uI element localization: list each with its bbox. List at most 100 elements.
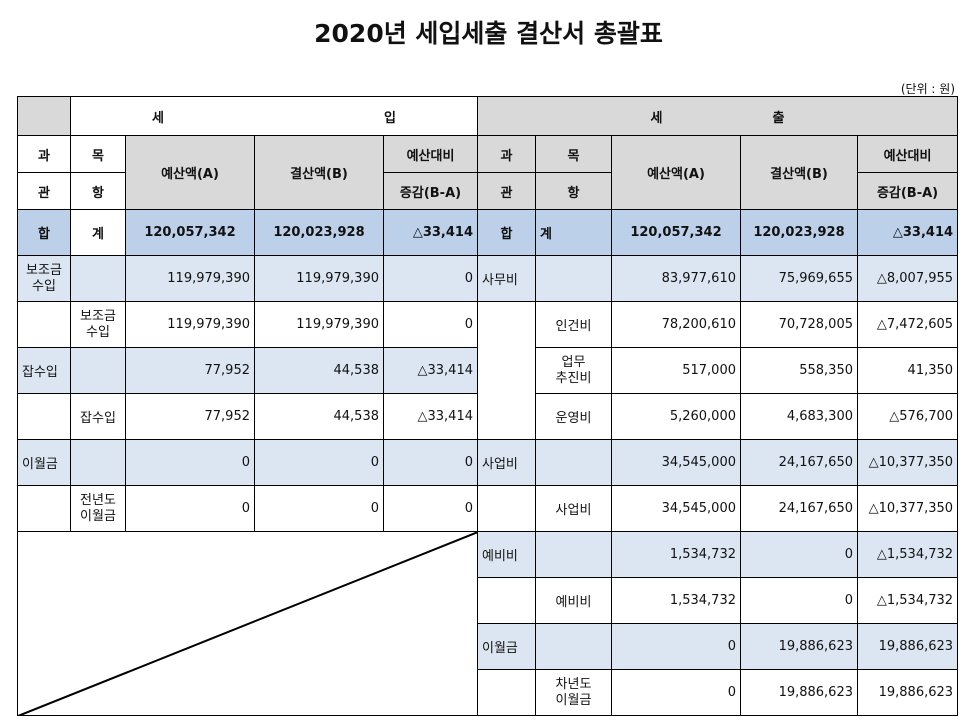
revenue-row-hang [70,347,126,394]
expenditure-row-budget: 78,200,610 [611,301,741,348]
expenditure-col-settle: 결산액(B) [740,135,858,210]
revenue-row-hang [70,439,126,486]
revenue-col-budget: 예산액(A) [125,135,255,210]
revenue-header-char2: 입 [384,110,396,126]
revenue-row-diff: 0 [383,301,478,348]
expenditure-col-gwan: 관 [477,172,536,210]
revenue-row-settle: 44,538 [254,347,384,394]
expenditure-row-gwan: 이월금 [477,623,536,670]
expenditure-row-gwan [477,301,536,440]
revenue-row-hang: 전년도 이월금 [70,485,126,532]
revenue-row-diff: 0 [383,439,478,486]
expenditure-row-hang: 인건비 [535,301,612,348]
expenditure-row-hang: 운영비 [535,393,612,440]
revenue-empty-diagonal [17,531,478,716]
expenditure-row-hang: 사업비 [535,485,612,532]
expenditure-row-gwan: 사업비 [477,439,536,486]
revenue-row-diff: 0 [383,255,478,302]
expenditure-row-settle: 4,683,300 [740,393,858,440]
revenue-total-budget: 120,057,342 [125,209,255,256]
expenditure-row-settle: 0 [740,531,858,578]
revenue-row-budget: 119,979,390 [125,255,255,302]
revenue-row-diff: 0 [383,485,478,532]
expenditure-col-mok: 목 [535,135,612,173]
expenditure-row-settle: 0 [740,577,858,624]
expenditure-total-gwan: 합 [477,209,536,256]
expenditure-row-budget: 0 [611,669,741,716]
expenditure-row-diff: 41,350 [856,347,959,394]
revenue-col-mok: 목 [70,135,126,173]
diagonal-line [19,532,477,715]
page-title: 2020년 세입세출 결산서 총괄표 [314,19,663,48]
revenue-col-settle: 결산액(B) [254,135,384,210]
expenditure-row-budget: 83,977,610 [611,255,741,302]
revenue-row-diff: △33,414 [383,393,478,440]
revenue-row-budget: 77,952 [125,347,255,394]
expenditure-row-diff: △1,534,732 [856,577,959,624]
revenue-col-gwa: 과 [17,135,71,173]
expenditure-row-hang [535,531,612,578]
expenditure-header-char1: 세 [650,110,663,126]
expenditure-row-budget: 5,260,000 [611,393,741,440]
revenue-row-gwan [17,393,71,440]
unit-label: (단위 : 원) [900,82,955,96]
revenue-row-hang: 보조금 수입 [70,301,126,348]
expenditure-row-hang [535,439,612,486]
expenditure-row-budget: 1,534,732 [611,531,741,578]
expenditure-total-diff: △33,414 [856,209,959,256]
expenditure-row-diff: △8,007,955 [856,255,959,302]
revenue-col-diff-top: 예산대비 [383,135,478,173]
revenue-col-hang: 항 [70,172,126,210]
expenditure-total-settle: 120,023,928 [740,209,858,256]
revenue-row-gwan [17,485,71,532]
revenue-row-settle: 0 [254,485,384,532]
revenue-row-gwan [17,301,71,348]
expenditure-row-hang [535,623,612,670]
revenue-col-diff-bottom: 증감(B-A) [383,172,478,210]
expenditure-total-budget: 120,057,342 [611,209,741,256]
expenditure-header-char2: 출 [772,110,785,126]
expenditure-col-gwa: 과 [477,135,536,173]
revenue-row-budget: 0 [125,439,255,486]
expenditure-row-hang [535,255,612,302]
revenue-row-gwan: 이월금 [17,439,71,486]
expenditure-row-diff: △10,377,350 [856,439,959,486]
revenue-row-gwan: 보조금 수입 [17,255,71,302]
expenditure-row-gwan [477,485,536,532]
revenue-header-char1: 세 [152,110,164,126]
revenue-row-budget: 119,979,390 [125,301,255,348]
revenue-total-gwan: 합 [17,209,71,256]
revenue-row-hang [70,255,126,302]
expenditure-row-diff: △7,472,605 [856,301,959,348]
revenue-total-diff: △33,414 [383,209,478,256]
revenue-row-budget: 77,952 [125,393,255,440]
revenue-row-gwan: 잡수입 [17,347,71,394]
expenditure-row-budget: 517,000 [611,347,741,394]
revenue-total-hang: 계 [70,209,126,256]
expenditure-total-hang: 계 [535,209,612,256]
revenue-total-settle: 120,023,928 [254,209,384,256]
expenditure-col-diff-bottom: 증감(B-A) [856,172,959,210]
revenue-row-diff: △33,414 [383,347,478,394]
expenditure-row-gwan: 사무비 [477,255,536,302]
expenditure-row-diff: 19,886,623 [856,623,959,670]
expenditure-row-settle: 75,969,655 [740,255,858,302]
expenditure-row-hang: 예비비 [535,577,612,624]
revenue-header-left-blank [17,96,71,136]
revenue-row-settle: 44,538 [254,393,384,440]
expenditure-row-diff: △10,377,350 [856,485,959,532]
revenue-row-budget: 0 [125,485,255,532]
expenditure-row-settle: 24,167,650 [740,485,858,532]
expenditure-col-diff-top: 예산대비 [856,135,959,173]
expenditure-row-hang: 업무 추진비 [535,347,612,394]
expenditure-row-settle: 70,728,005 [740,301,858,348]
expenditure-row-budget: 34,545,000 [611,439,741,486]
expenditure-row-settle: 19,886,623 [740,623,858,670]
revenue-col-gwan: 관 [17,172,71,210]
expenditure-row-settle: 24,167,650 [740,439,858,486]
expenditure-row-gwan: 예비비 [477,531,536,578]
revenue-row-settle: 119,979,390 [254,255,384,302]
expenditure-col-hang: 항 [535,172,612,210]
